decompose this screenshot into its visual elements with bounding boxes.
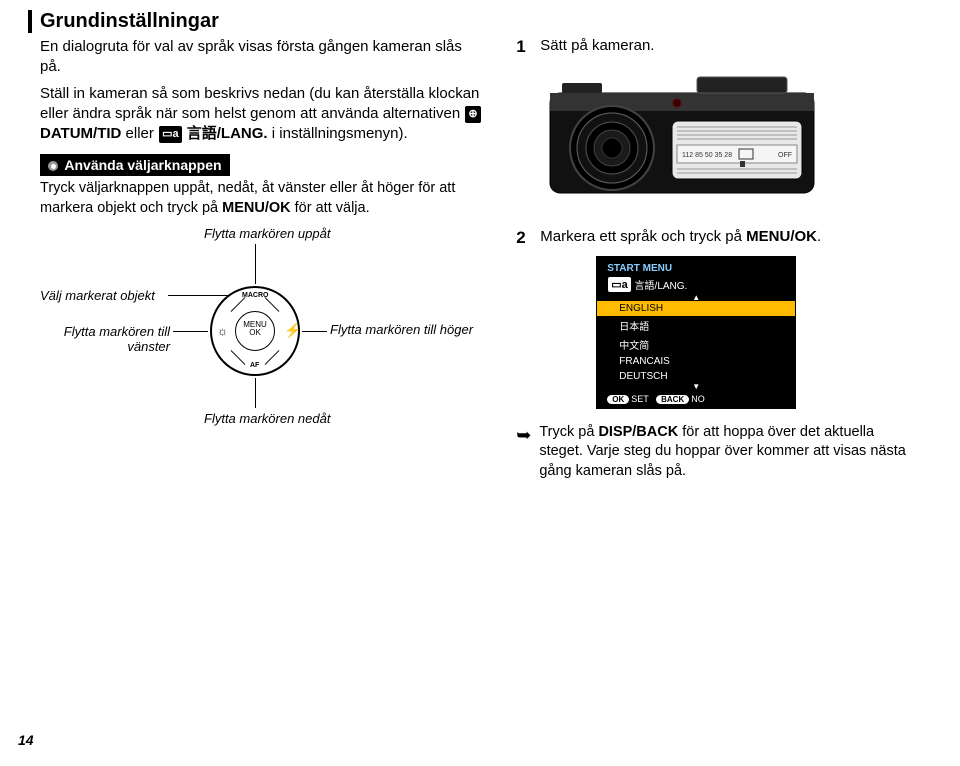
dpad-ok-text: OK	[249, 328, 261, 337]
dpad-right-leader	[302, 331, 327, 332]
tip-box: Använda väljarknappen Tryck väljarknappe…	[40, 154, 486, 466]
step-2-number: 2	[516, 228, 532, 248]
clock-icon: ⊕	[465, 106, 480, 123]
brightness-icon: ☼	[217, 324, 228, 338]
datum-tid-label: DATUM/TID	[40, 125, 121, 142]
lens-off: OFF	[778, 152, 792, 159]
dpad-right-label: Flytta markören till höger	[330, 322, 480, 337]
section-header: Grundinställningar	[28, 10, 920, 33]
lang-label: 言語/LANG.	[187, 125, 268, 142]
right-column: 1 Sätt på kameran. 112 85 50 35 28 OF	[516, 37, 920, 481]
step2-a: Markera ett språk och tryck på	[540, 228, 746, 245]
camera-illustration: 112 85 50 35 28 OFF	[542, 73, 822, 203]
tip-header: Använda väljarknappen	[40, 154, 230, 176]
menu-item-english: ENGLISH	[597, 301, 795, 316]
intro2-part-a: Ställ in kameran så som beskrivs nedan (…	[40, 85, 479, 122]
step-2: 2 Markera ett språk och tryck på MENU/OK…	[516, 228, 920, 248]
dpad-control: MACRO AF ☼ ⚡ MENU OK	[210, 286, 300, 376]
menu-ok-pill: OK	[607, 395, 629, 404]
note-bold: DISP/BACK	[598, 424, 678, 440]
dpad-down-leader	[255, 378, 256, 408]
menu-item-japanese: 日本語	[597, 316, 795, 335]
dpad-down-label: Flytta markören nedåt	[204, 411, 330, 426]
lang-icon: ▭a	[159, 126, 182, 143]
left-column: En dialogruta för val av språk visas för…	[40, 37, 486, 481]
note: ➥ Tryck på DISP/BACK för att hoppa över …	[516, 423, 920, 482]
step2-b: .	[817, 228, 821, 245]
tip-body-b: för att välja.	[291, 200, 370, 216]
note-a: Tryck på	[539, 424, 598, 440]
menu-screen: START MENU ▭a 言語/LANG. ▲ ENGLISH 日本語 中文简…	[596, 256, 796, 409]
dpad-macro-label: MACRO	[242, 292, 268, 299]
dpad-up-leader	[255, 244, 256, 284]
dpad-up-label: Flytta markören uppåt	[204, 226, 330, 241]
dpad-af-label: AF	[250, 362, 259, 369]
dpad-select-label: Välj markerat objekt	[40, 288, 170, 303]
dpad-diagram: Flytta markören uppåt Välj markerat obje…	[40, 226, 486, 466]
dpad-left-leader	[173, 331, 208, 332]
menu-sub-text: 言語/LANG.	[635, 281, 688, 292]
menu-lang-icon: ▭a	[608, 277, 631, 292]
tip-body: Tryck väljarknappen uppåt, nedåt, åt vän…	[40, 176, 486, 218]
step-1-text: Sätt på kameran.	[540, 37, 654, 57]
menu-item-francais: FRANCAIS	[597, 354, 795, 369]
tip-body-bold: MENU/OK	[222, 200, 290, 216]
note-text: Tryck på DISP/BACK för att hoppa över de…	[539, 423, 920, 482]
menu-no-label: NO	[691, 394, 705, 404]
intro-text-1: En dialogruta för val av språk visas för…	[40, 37, 486, 78]
intro2-eller: eller	[126, 125, 159, 142]
menu-back-pill: BACK	[656, 395, 689, 404]
menu-footer: OKSET BACKNO	[597, 391, 795, 404]
step-1-number: 1	[516, 37, 532, 57]
dpad-left-label: Flytta markören till vänster	[40, 324, 170, 354]
step-1: 1 Sätt på kameran.	[516, 37, 920, 57]
intro2-part-b: i inställnings­menyn).	[272, 125, 408, 142]
step2-bold: MENU/OK	[746, 228, 817, 245]
lens-numbers: 112 85 50 35 28	[682, 152, 732, 159]
flash-icon: ⚡	[284, 322, 301, 339]
intro-text-2: Ställ in kameran så som beskrivs nedan (…	[40, 84, 486, 145]
page-number: 14	[18, 732, 34, 748]
menu-set-label: SET	[631, 394, 648, 404]
note-icon: ➥	[516, 423, 531, 482]
tip-dot-icon	[48, 161, 58, 171]
menu-title: START MENU	[597, 261, 795, 276]
tip-header-text: Använda väljarknappen	[64, 157, 221, 173]
menu-item-chinese: 中文简	[597, 335, 795, 354]
step-2-text: Markera ett språk och tryck på MENU/OK.	[540, 228, 821, 248]
